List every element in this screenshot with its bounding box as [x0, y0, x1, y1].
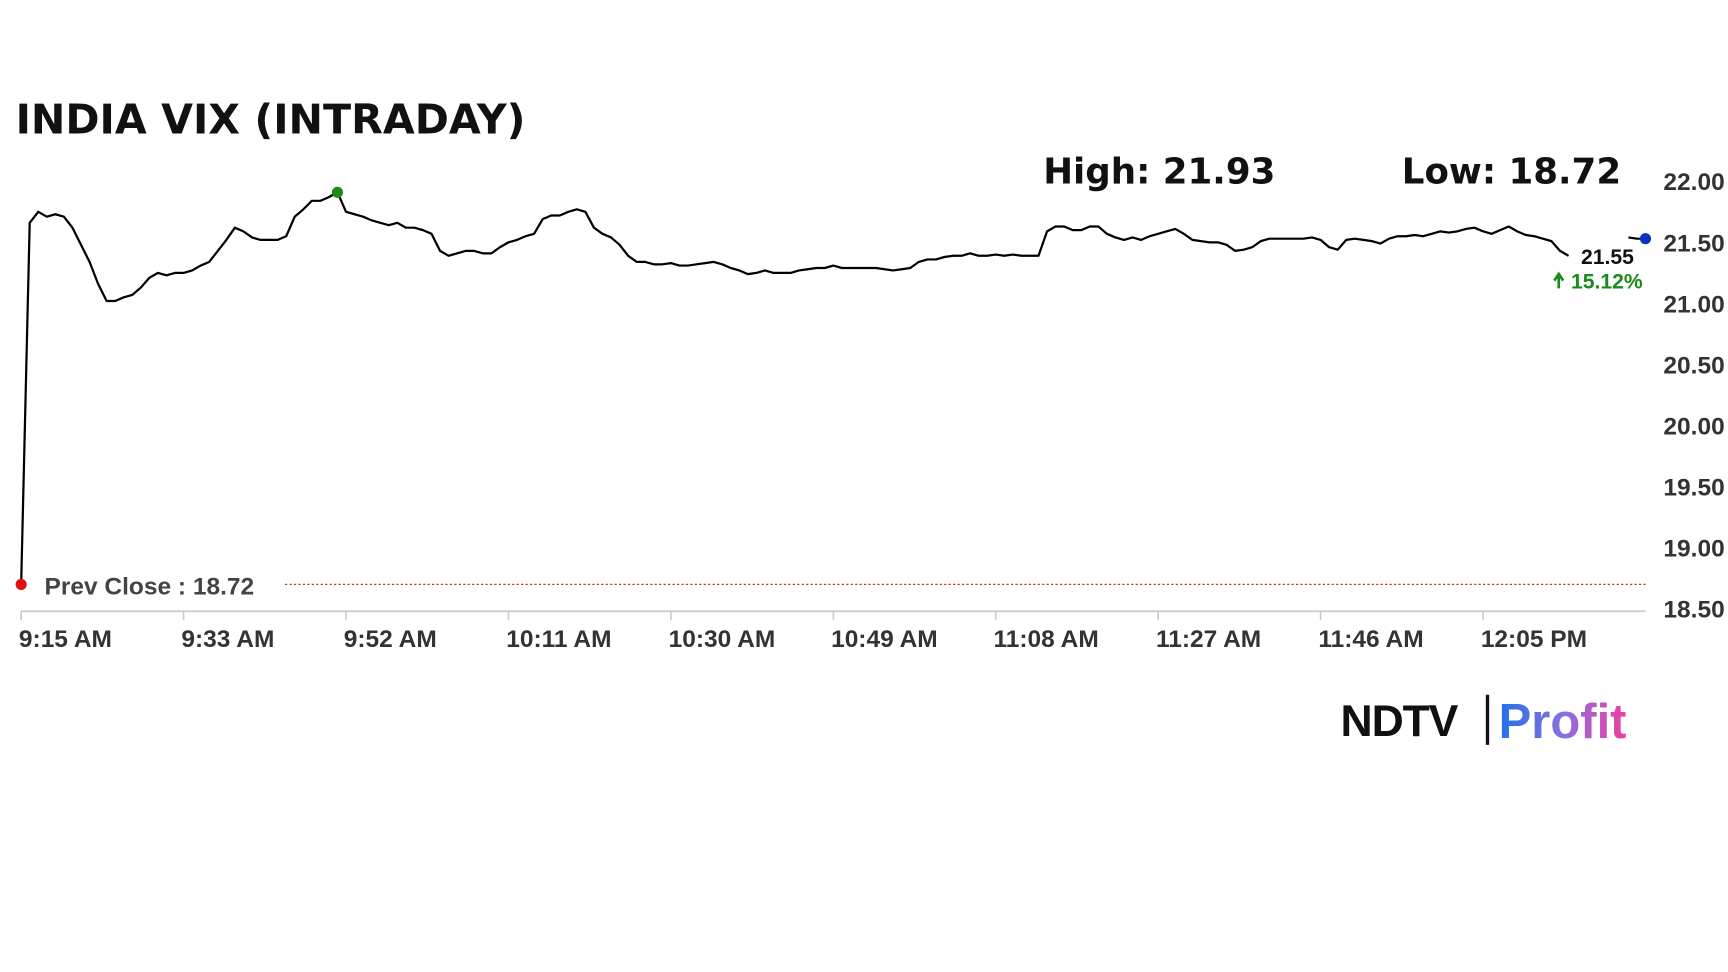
change-label: 15.12%	[1571, 270, 1643, 293]
reference-label: Prev Close : 18.72	[45, 573, 255, 600]
brand-logo: NDTV Profit	[1341, 694, 1627, 749]
up-arrow	[1553, 271, 1565, 289]
brand-ndtv: NDTV	[1341, 697, 1459, 746]
x-tick-label: 10:11 AM	[506, 626, 611, 653]
x-tick-label: 9:33 AM	[181, 626, 274, 653]
low-label: Low: 18.72	[1402, 152, 1621, 193]
x-tick-label: 12:05 PM	[1481, 626, 1587, 653]
y-tick-label: 18.50	[1663, 597, 1724, 624]
y-tick-label: 21.50	[1663, 230, 1724, 257]
y-tick-label: 21.00	[1663, 291, 1724, 318]
brand-profit: Profit	[1499, 695, 1627, 749]
price-line	[20, 191, 1570, 585]
y-tick-label: 19.00	[1663, 536, 1724, 563]
x-tick-label: 11:08 AM	[994, 626, 1099, 653]
x-tick-label: 9:52 AM	[344, 626, 437, 653]
y-tick-label: 20.50	[1663, 352, 1724, 379]
x-tick-label: 11:27 AM	[1156, 626, 1261, 653]
y-tick-label: 20.00	[1663, 413, 1724, 440]
x-tick-label: 10:30 AM	[669, 626, 776, 653]
y-tick-label: 19.50	[1663, 475, 1724, 502]
last-point	[1639, 233, 1652, 245]
x-tick-label: 9:15 AM	[19, 626, 112, 653]
x-tick-label: 11:46 AM	[1318, 626, 1423, 653]
x-tick-label: 10:49 AM	[831, 626, 938, 653]
y-tick-label: 22.00	[1663, 169, 1724, 196]
change-indicator: 15.12%	[1553, 270, 1643, 293]
high-point	[331, 186, 344, 198]
start-point	[15, 578, 27, 590]
last-value-label: 21.55	[1581, 246, 1634, 269]
high-label: High: 21.93	[1043, 152, 1275, 193]
chart-title: INDIA VIX (INTRADAY)	[16, 96, 526, 144]
